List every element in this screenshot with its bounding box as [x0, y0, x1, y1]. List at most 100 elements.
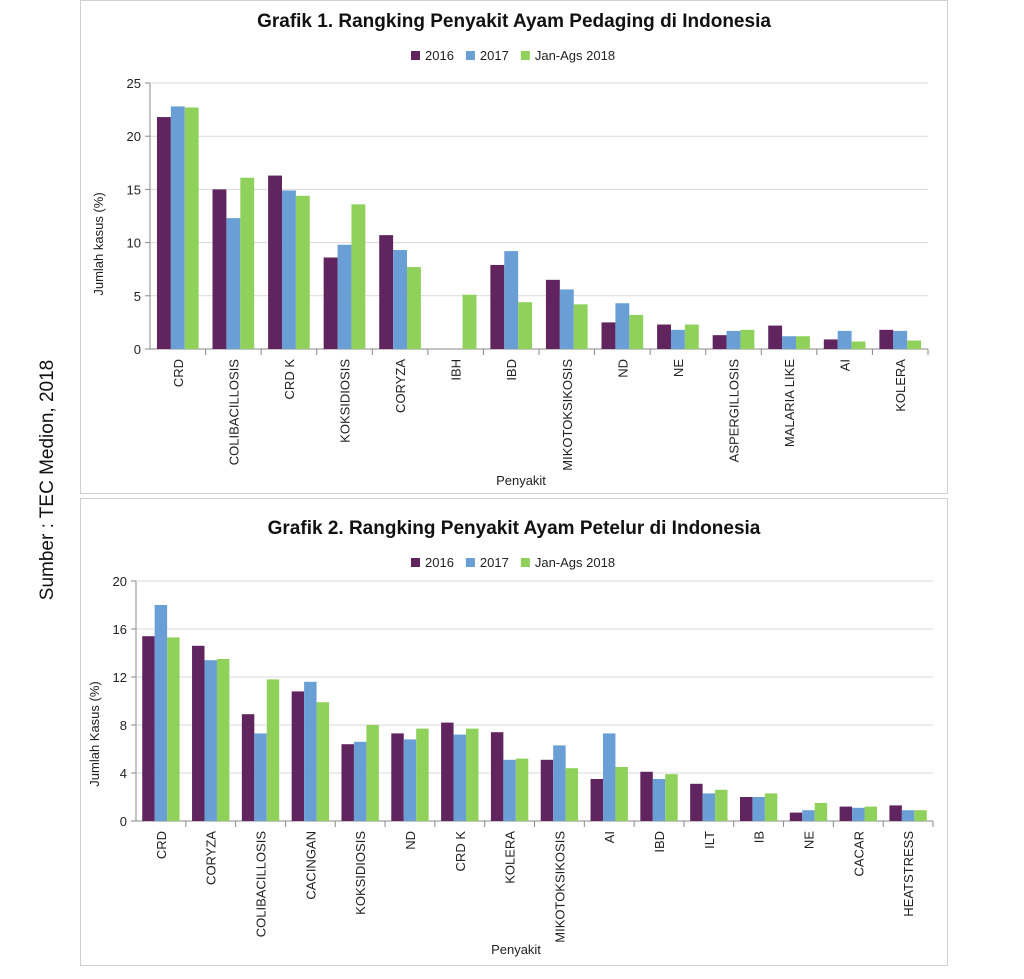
- bar-kolera-2017: [503, 759, 516, 821]
- legend-swatch-jan-ags-2018: [520, 558, 530, 567]
- bar-colibacillosis-2017: [226, 218, 241, 349]
- y-tick-label: 5: [134, 289, 141, 304]
- bar-ne-jan-ags-2018: [814, 803, 828, 821]
- legend-swatch-2016: [411, 558, 420, 567]
- bar-ibh-jan-ags-2018: [462, 294, 477, 349]
- x-category-label: ND: [615, 359, 630, 378]
- legend-label: Jan-Ags 2018: [535, 555, 615, 570]
- x-category-label: CORYZA: [393, 359, 408, 413]
- bar-ai-jan-ags-2018: [615, 767, 628, 821]
- bar-crd-k-jan-ags-2018: [466, 728, 479, 821]
- y-tick-label: 0: [134, 342, 141, 357]
- bar-aspergillosis-2016: [712, 335, 727, 349]
- bar-kolera-2017: [893, 330, 908, 349]
- x-category-label: CRD K: [453, 831, 468, 872]
- bar-colibacillosis-2016: [241, 714, 255, 821]
- x-category-label: KOLERA: [893, 359, 908, 412]
- bar-coryza-2016: [192, 645, 205, 821]
- bar-aspergillosis-2017: [726, 330, 741, 349]
- x-category-label: CRD: [171, 359, 186, 387]
- bar-koksidiosis-2017: [337, 244, 352, 349]
- bar-nd-jan-ags-2018: [629, 314, 644, 349]
- bar-kolera-2016: [490, 732, 504, 821]
- bar-ibd-2017: [504, 251, 519, 349]
- bar-crd-2017: [154, 605, 168, 821]
- x-category-label: MIKOTOKSIKOSIS: [560, 359, 575, 471]
- bar-crd-k-2017: [453, 734, 467, 821]
- bar-heatstress-jan-ags-2018: [914, 810, 927, 821]
- bar-colibacillosis-jan-ags-2018: [240, 177, 255, 349]
- bar-koksidiosis-jan-ags-2018: [366, 725, 379, 821]
- bar-koksidiosis-2017: [353, 741, 367, 821]
- bar-colibacillosis-jan-ags-2018: [266, 679, 280, 821]
- bar-kolera-2016: [879, 329, 894, 349]
- x-category-label: IBD: [504, 359, 519, 381]
- bar-ai-2016: [590, 779, 603, 821]
- legend-swatch-2017: [465, 51, 475, 60]
- x-category-label: HEATSTRESS: [901, 831, 916, 917]
- x-category-label: COLIBACILLOSIS: [226, 359, 241, 466]
- legend-swatch-jan-ags-2018: [520, 51, 530, 60]
- bar-coryza-2017: [393, 250, 408, 349]
- x-category-label: KOLERA: [503, 831, 518, 884]
- bar-cacingan-jan-ags-2018: [316, 702, 330, 821]
- legend-label: 2017: [480, 48, 509, 63]
- x-category-label: ND: [403, 831, 418, 850]
- bar-cacingan-2016: [291, 691, 305, 821]
- y-tick-label: 4: [120, 766, 127, 781]
- legend-label: 2016: [425, 48, 454, 63]
- bar-ibd-2016: [640, 771, 653, 821]
- bar-ibd-2017: [652, 779, 666, 821]
- bar-mikotoksikosis-2017: [559, 289, 574, 349]
- bar-ib-2016: [739, 797, 753, 821]
- bar-crd-k-2016: [441, 722, 454, 821]
- bar-heatstress-2017: [901, 810, 915, 821]
- chart-title: Grafik 1. Rangking Penyakit Ayam Pedagin…: [257, 11, 771, 32]
- bar-crd-2017: [170, 106, 185, 350]
- bar-ne-2016: [657, 324, 671, 349]
- bar-crd-2016: [156, 117, 171, 349]
- x-category-label: AI: [602, 831, 617, 843]
- legend-swatch-2017: [465, 558, 475, 567]
- legend-label: 2017: [480, 555, 509, 570]
- bar-colibacillosis-2016: [212, 189, 227, 349]
- bar-ib-2017: [752, 797, 765, 821]
- x-category-label: NE: [671, 359, 686, 377]
- bar-kolera-jan-ags-2018: [515, 758, 529, 821]
- bar-koksidiosis-jan-ags-2018: [351, 204, 366, 349]
- bar-cacingan-2017: [304, 681, 317, 821]
- x-category-label: KOKSIDIOSIS: [353, 831, 368, 915]
- bar-mikotoksikosis-2016: [540, 759, 554, 821]
- x-category-label: IBH: [449, 359, 464, 381]
- x-category-label: COLIBACILLOSIS: [254, 831, 269, 938]
- bar-ibd-jan-ags-2018: [518, 302, 533, 349]
- bar-ib-jan-ags-2018: [764, 793, 778, 821]
- x-category-label: CRD: [154, 831, 169, 859]
- x-category-label: CACINGAN: [303, 831, 318, 900]
- bar-ne-2016: [789, 812, 803, 821]
- bar-coryza-jan-ags-2018: [407, 267, 421, 349]
- bar-ilt-jan-ags-2018: [715, 789, 728, 821]
- bar-aspergillosis-jan-ags-2018: [740, 329, 755, 349]
- bar-cacar-2016: [839, 806, 853, 821]
- source-note-text: Sumber : TEC Medion, 2018: [37, 359, 58, 601]
- bar-cacar-2017: [852, 807, 865, 821]
- bar-nd-2017: [615, 303, 630, 349]
- bar-ne-2017: [802, 810, 815, 821]
- chart-title: Grafik 2. Rangking Penyakit Ayam Petelur…: [268, 518, 761, 539]
- bar-coryza-2016: [379, 235, 394, 349]
- chart-panel-broiler: Grafik 1. Rangking Penyakit Ayam Pedagin…: [80, 0, 948, 494]
- y-tick-label: 16: [113, 622, 127, 637]
- bar-malaria-like-jan-ags-2018: [796, 336, 810, 349]
- legend-label: 2016: [425, 555, 454, 570]
- x-category-label: AI: [838, 359, 853, 371]
- y-tick-label: 12: [113, 670, 127, 685]
- bar-colibacillosis-2017: [254, 733, 267, 821]
- bar-heatstress-2016: [889, 805, 902, 821]
- x-axis-title: Penyakit: [491, 942, 541, 957]
- bar-ai-2016: [823, 339, 838, 349]
- x-category-label: CACAR: [851, 831, 866, 877]
- y-axis-title: Jumlah kasus (%): [91, 192, 106, 295]
- source-note: Sumber : TEC Medion, 2018: [18, 0, 78, 979]
- bar-ilt-2017: [702, 793, 716, 821]
